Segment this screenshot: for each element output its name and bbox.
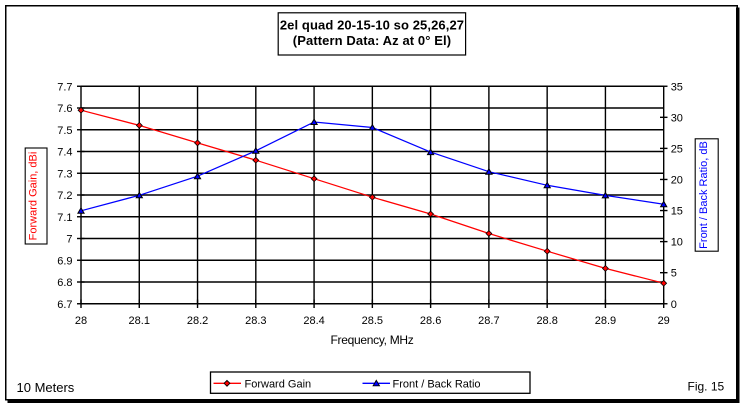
svg-text:28.2: 28.2	[187, 315, 208, 327]
svg-text:28.1: 28.1	[129, 315, 150, 327]
svg-text:Frequency, MHz: Frequency, MHz	[331, 333, 414, 347]
svg-text:6.8: 6.8	[57, 277, 72, 289]
svg-text:28.6: 28.6	[420, 315, 441, 327]
svg-text:28: 28	[75, 315, 87, 327]
svg-text:7.2: 7.2	[57, 190, 72, 202]
svg-text:15: 15	[671, 206, 683, 218]
svg-text:29: 29	[658, 315, 670, 327]
svg-text:28.9: 28.9	[595, 315, 616, 327]
svg-text:28.7: 28.7	[478, 315, 499, 327]
svg-text:35: 35	[671, 81, 683, 93]
svg-text:7.4: 7.4	[57, 147, 72, 159]
svg-text:6.7: 6.7	[57, 299, 72, 311]
svg-text:0: 0	[671, 299, 677, 311]
svg-text:28.3: 28.3	[245, 315, 266, 327]
svg-text:7.6: 7.6	[57, 103, 72, 115]
svg-text:7.7: 7.7	[57, 81, 72, 93]
svg-text:7.5: 7.5	[57, 125, 72, 137]
svg-text:Forward Gain, dBi: Forward Gain, dBi	[28, 152, 40, 241]
svg-text:7.1: 7.1	[57, 212, 72, 224]
svg-text:Front / Back Ratio: Front / Back Ratio	[393, 379, 481, 391]
svg-text:28.4: 28.4	[303, 315, 324, 327]
svg-text:7: 7	[66, 234, 72, 246]
svg-text:7.3: 7.3	[57, 168, 72, 180]
svg-text:6.9: 6.9	[57, 255, 72, 267]
svg-text:Fig. 15: Fig. 15	[688, 380, 725, 394]
svg-text:10: 10	[671, 237, 683, 249]
svg-text:20: 20	[671, 174, 683, 186]
svg-text:28.5: 28.5	[362, 315, 383, 327]
svg-text:25: 25	[671, 143, 683, 155]
svg-text:5: 5	[671, 268, 677, 280]
svg-text:10 Meters: 10 Meters	[17, 380, 75, 395]
svg-text:(Pattern Data: Az at 0° El): (Pattern Data: Az at 0° El)	[293, 33, 451, 48]
svg-text:2el quad 20-15-10 so 25,26,27: 2el quad 20-15-10 so 25,26,27	[280, 17, 464, 32]
svg-text:Front / Back Ratio, dB: Front / Back Ratio, dB	[698, 141, 710, 249]
svg-text:28.8: 28.8	[536, 315, 557, 327]
svg-text:Forward Gain: Forward Gain	[245, 379, 312, 391]
svg-text:30: 30	[671, 112, 683, 124]
